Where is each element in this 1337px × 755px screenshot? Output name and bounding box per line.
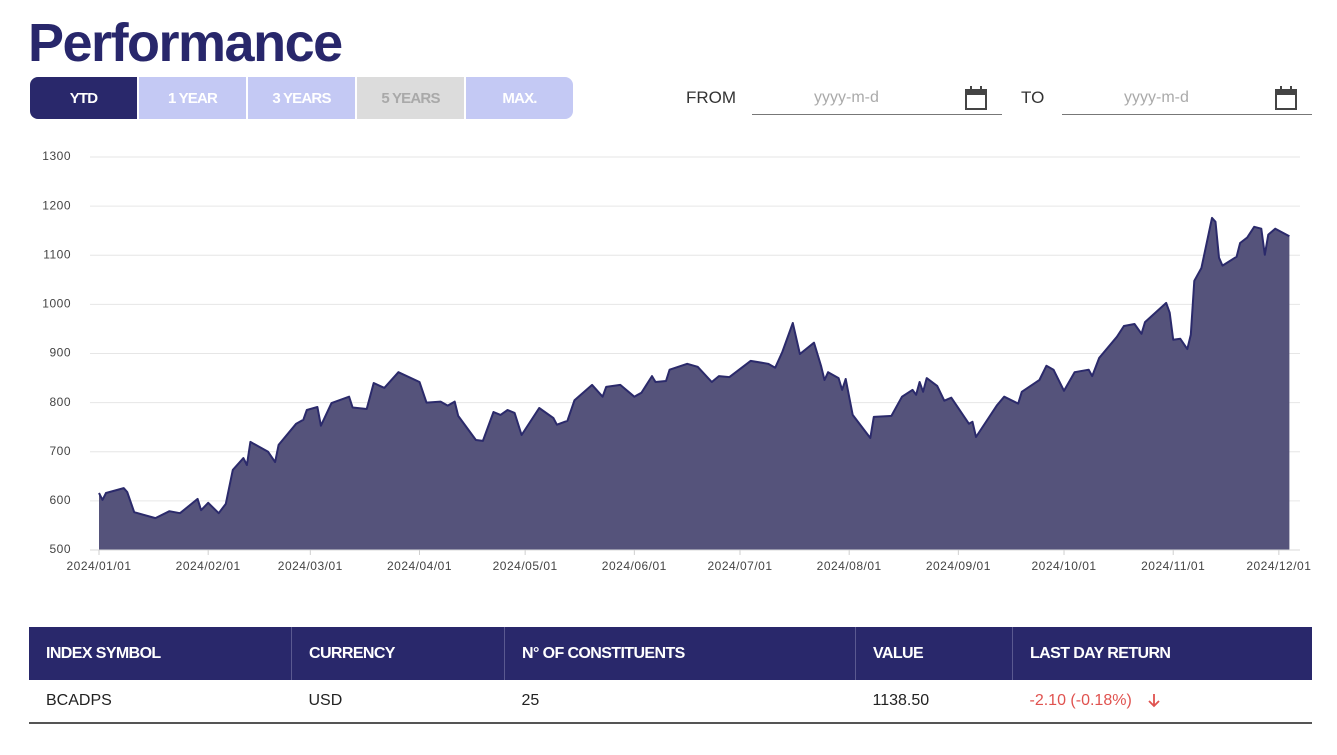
calendar-icon[interactable] (964, 85, 988, 111)
x-tick-label: 2024/06/01 (602, 559, 667, 573)
from-label: FROM (686, 88, 737, 107)
y-tick-label: 1300 (42, 149, 71, 163)
tab[interactable]: YTD (30, 77, 137, 119)
return-text: -2.10 (-0.18%) (1029, 692, 1132, 709)
x-tick-label: 2024/08/01 (817, 559, 882, 573)
x-tick-label: 2024/04/01 (387, 559, 452, 573)
column-header: INDEX SYMBOL (29, 627, 292, 680)
chart: 500 600 700 800 900 1000 1100 1200 1300 2024/01/0… (42, 149, 1311, 573)
index-table: INDEX SYMBOL CURRENCY N° OF CONSTITUENTS… (29, 627, 1312, 724)
y-tick-label: 800 (49, 395, 71, 409)
calendar-icon[interactable] (1274, 85, 1298, 111)
column-header: CURRENCY (291, 627, 505, 680)
column-header: LAST DAY RETURN (1012, 627, 1312, 680)
x-tick-label: 2024/09/01 (926, 559, 991, 573)
from-input[interactable]: yyyy-m-d (752, 82, 1002, 115)
cell: USD (291, 680, 505, 724)
y-tick-label: 1000 (42, 297, 71, 311)
cell: BCADPS (29, 680, 292, 724)
tab[interactable]: 1 YEAR (139, 77, 246, 119)
placeholder: yyyy-m-d (814, 89, 879, 106)
column-header: VALUE (855, 627, 1013, 680)
area (99, 217, 1290, 550)
page-title: Performance (28, 13, 343, 73)
tab[interactable]: MAX. (466, 77, 573, 119)
x-tick-label: 2024/02/01 (176, 559, 241, 573)
x-tick-label: 2024/03/01 (278, 559, 343, 573)
x-tick-label: 2024/10/01 (1031, 559, 1096, 573)
y-tick-label: 1200 (42, 198, 71, 212)
line (98, 216, 1290, 520)
cell: 1138.50 (855, 680, 1013, 724)
x-tick-label: 2024/05/01 (493, 559, 558, 573)
y-tick-label: 900 (49, 346, 71, 360)
period-tabs: YTD 1 YEAR 3 YEARS 5 YEARS MAX. (30, 77, 573, 119)
cell: 25 (504, 680, 856, 724)
y-tick-label: 700 (49, 444, 71, 458)
cell: -2.10 (-0.18%) (1012, 680, 1312, 724)
x-tick-label: 2024/01/01 (66, 559, 131, 573)
placeholder: yyyy-m-d (1124, 89, 1189, 106)
x-tick-label: 2024/07/01 (707, 559, 772, 573)
to-input[interactable]: yyyy-m-d (1062, 82, 1312, 115)
down-arrow (1148, 694, 1160, 708)
y-tick-label: 1100 (43, 247, 71, 261)
tab: 5 YEARS (357, 77, 464, 119)
to-label: TO (1021, 88, 1045, 107)
y-tick-label: 600 (49, 493, 71, 507)
x-tick-label: 2024/12/01 (1246, 559, 1311, 573)
column-header: N° OF CONSTITUENTS (504, 627, 856, 680)
x-tick-label: 2024/11/01 (1141, 559, 1205, 573)
y-tick-label: 500 (49, 542, 71, 556)
tab[interactable]: 3 YEARS (248, 77, 355, 119)
